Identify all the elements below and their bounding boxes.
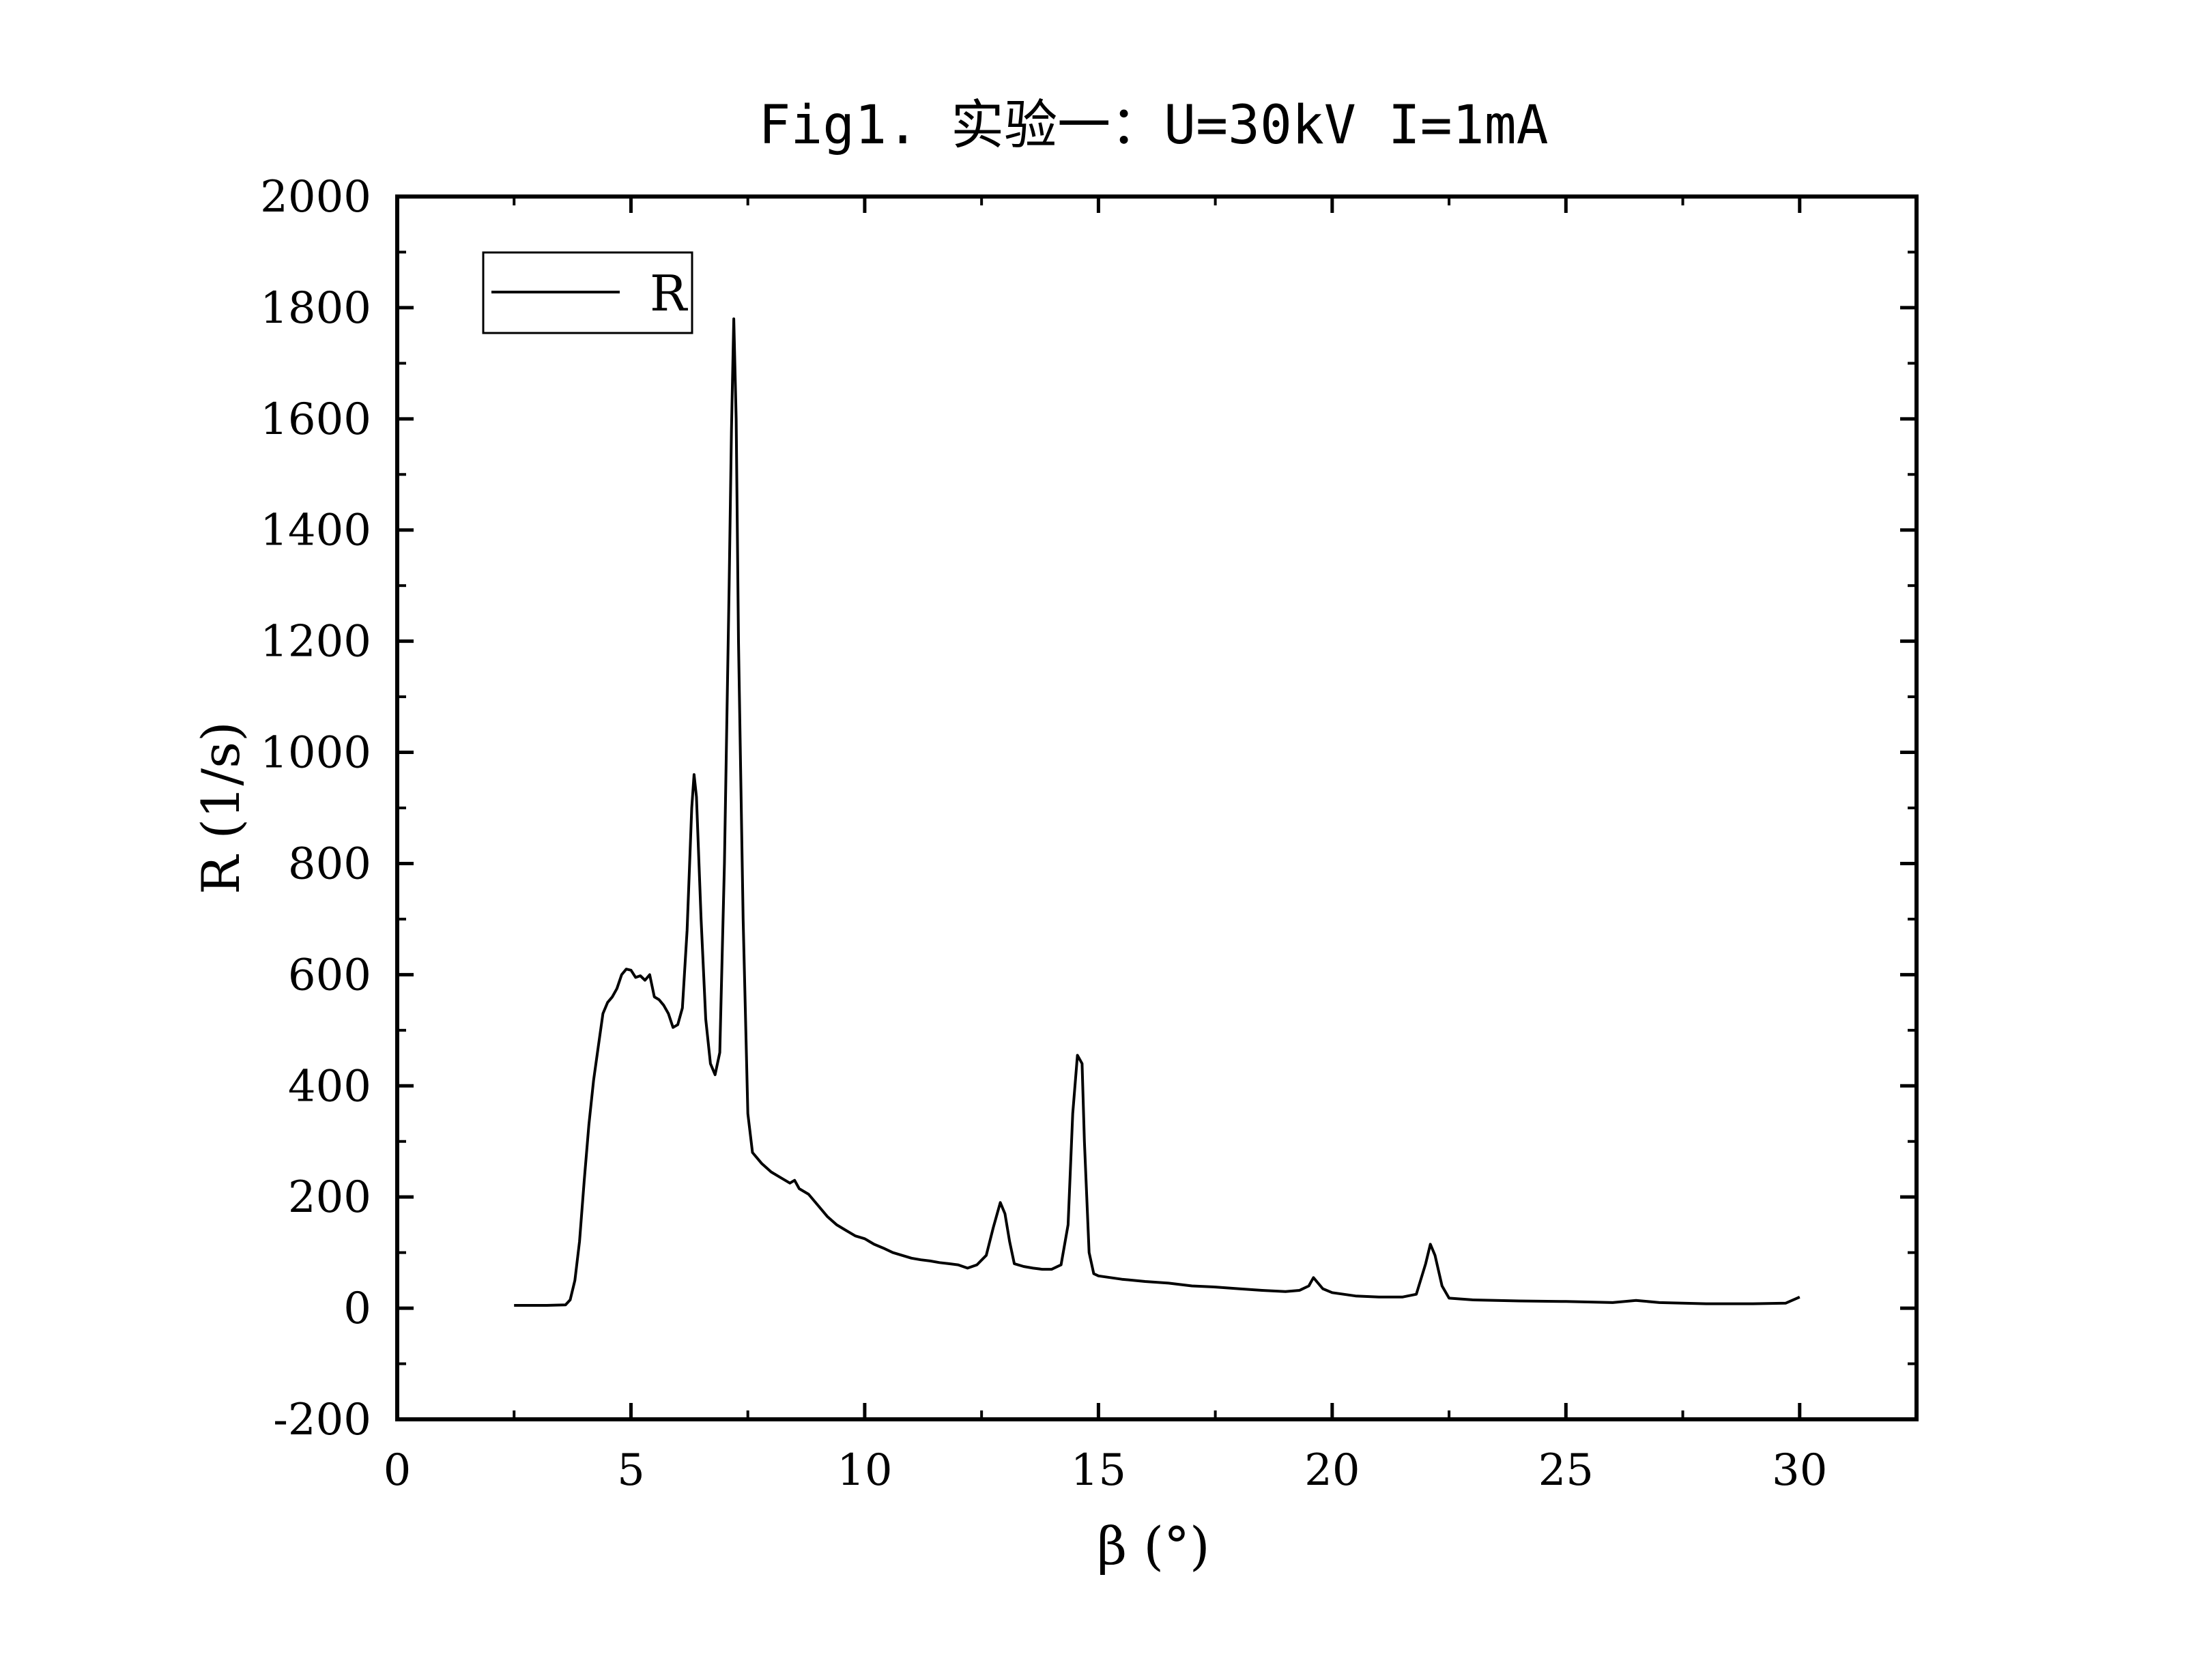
x-tick-label: 10 [837, 1445, 892, 1496]
chart-title: Fig1. 实验一：U=30kV I=1mA [758, 95, 1548, 156]
y-axis-ticks: -200 0 200 400 600 800 1000 1200 1400 1600 1800 200… [260, 172, 1917, 1445]
x-axis-label: β (°) [1097, 1516, 1209, 1576]
y-tick-label: 0 [343, 1284, 371, 1334]
y-tick-label: 1600 [260, 394, 371, 445]
x-tick-label: 25 [1538, 1445, 1594, 1496]
y-tick-label: 800 [288, 839, 371, 889]
x-axis-ticks: 0 5 10 15 20 25 30 [384, 197, 1918, 1496]
legend-label-r: R [650, 265, 688, 322]
y-axis-label: R (1/s) [190, 721, 251, 895]
plot-frame [395, 194, 1919, 1421]
y-tick-label: 2000 [260, 172, 371, 222]
x-tick-label: 15 [1071, 1445, 1126, 1496]
x-tick-label: 0 [384, 1445, 412, 1496]
y-tick-label: 600 [288, 950, 371, 1000]
y-tick-label: -200 [273, 1395, 371, 1445]
y-tick-label: 1000 [260, 728, 371, 779]
y-tick-label: 1200 [260, 617, 371, 667]
y-tick-label: 1400 [260, 506, 371, 556]
legend: R [482, 251, 693, 334]
x-tick-label: 20 [1304, 1445, 1360, 1496]
y-tick-label: 400 [288, 1061, 371, 1112]
y-tick-label: 200 [288, 1172, 371, 1223]
y-tick-label: 1800 [260, 283, 371, 334]
series-line-r [514, 317, 1801, 1307]
x-tick-label: 5 [617, 1445, 645, 1496]
x-tick-label: 30 [1772, 1445, 1827, 1496]
